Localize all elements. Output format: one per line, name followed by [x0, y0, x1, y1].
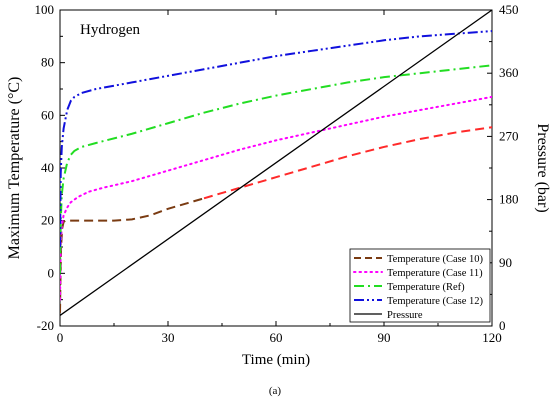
legend-label-3: Temperature (Case 12)	[387, 296, 484, 307]
x-tick-label-0: 0	[57, 330, 64, 345]
y-tick-label-2: 20	[41, 213, 54, 228]
legend-box	[349, 248, 491, 323]
y-tick-label-4: 60	[41, 107, 54, 122]
y2-axis-title: Pressure (bar)	[534, 123, 550, 212]
x-tick-label-1: 30	[162, 330, 175, 345]
y2-tick-label-3: 270	[499, 128, 519, 143]
x-tick-label-2: 60	[270, 330, 283, 345]
y-axis-title: Maximum Temperature (°C)	[6, 77, 23, 260]
y2-tick-label-0: 0	[499, 318, 506, 333]
legend-label-1: Temperature (Case 11)	[387, 268, 483, 279]
series-line-temperature-case-10-part-2	[203, 126, 492, 200]
y-tick-label-3: 40	[41, 160, 54, 175]
figure-caption: (a)	[269, 385, 282, 397]
y2-tick-label-1: 90	[499, 255, 512, 270]
y-tick-label-1: 0	[48, 265, 55, 280]
series-line-temperature-case-12	[60, 30, 492, 248]
y-tick-label-6: 100	[35, 2, 55, 17]
legend-label-4: Pressure	[387, 310, 423, 321]
x-tick-label-4: 120	[482, 330, 502, 345]
x-tick-label-3: 90	[378, 330, 391, 345]
legend-label-0: Temperature (Case 10)	[387, 254, 484, 265]
y-tick-label-0: -20	[37, 318, 54, 333]
x-axis-title: Time (min)	[242, 352, 310, 368]
y-tick-label-5: 80	[41, 55, 54, 70]
y2-tick-label-5: 450	[499, 2, 519, 17]
legend: Temperature (Case 10) Temperature (Case 1…	[349, 248, 491, 323]
series-line-temperature-ref	[60, 64, 492, 274]
series-line-temperature-case-10	[60, 197, 205, 313]
series-line-pressure	[60, 10, 492, 316]
series-line-temperature-case-11	[60, 95, 492, 301]
legend-label-2: Temperature (Ref)	[387, 282, 465, 293]
chart-annotation: Hydrogen	[80, 22, 140, 38]
y2-tick-label-2: 180	[499, 192, 519, 207]
y2-tick-label-4: 360	[499, 65, 519, 80]
